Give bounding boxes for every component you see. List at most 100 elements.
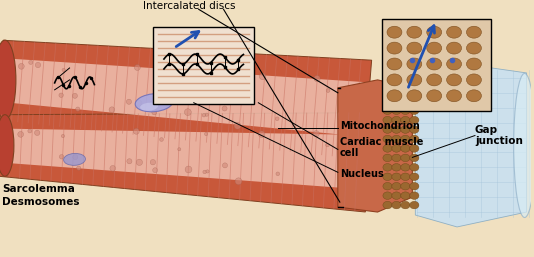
Ellipse shape [410,135,419,143]
Polygon shape [0,113,370,212]
Ellipse shape [383,154,392,162]
Ellipse shape [446,26,461,38]
Ellipse shape [467,58,481,70]
Ellipse shape [392,192,401,199]
Circle shape [136,100,142,106]
Ellipse shape [407,90,422,102]
Circle shape [205,113,208,116]
Ellipse shape [407,42,422,54]
Ellipse shape [401,126,410,133]
Ellipse shape [392,145,401,152]
Ellipse shape [383,116,392,124]
Ellipse shape [401,163,410,171]
Ellipse shape [410,97,419,105]
Circle shape [206,170,209,173]
Ellipse shape [410,192,419,199]
Circle shape [127,159,132,164]
Ellipse shape [392,154,401,162]
Circle shape [326,89,330,93]
Ellipse shape [410,116,419,124]
Text: Sarcolemma: Sarcolemma [2,184,75,194]
Ellipse shape [427,26,442,38]
Ellipse shape [387,90,402,102]
Ellipse shape [410,88,419,96]
Ellipse shape [401,88,410,96]
Circle shape [73,93,77,98]
Circle shape [35,130,40,135]
Circle shape [184,109,191,116]
Ellipse shape [401,192,410,199]
Circle shape [203,170,207,174]
Ellipse shape [140,103,158,111]
Ellipse shape [410,145,419,152]
Circle shape [18,132,23,137]
Ellipse shape [383,192,392,199]
Circle shape [134,128,139,134]
FancyBboxPatch shape [153,27,254,104]
Circle shape [62,68,65,72]
Circle shape [260,73,266,80]
Circle shape [135,65,140,70]
Text: Desmosomes: Desmosomes [2,197,80,207]
Polygon shape [0,128,369,190]
Ellipse shape [446,90,461,102]
Ellipse shape [383,88,392,96]
Ellipse shape [514,74,534,217]
Circle shape [178,88,181,91]
Ellipse shape [410,201,419,209]
Text: Intercalated discs: Intercalated discs [143,1,235,11]
Text: Cardiac muscle
cell: Cardiac muscle cell [340,137,423,158]
Circle shape [313,131,319,137]
Circle shape [223,163,227,168]
Ellipse shape [410,154,419,162]
Ellipse shape [427,42,442,54]
Ellipse shape [427,74,442,86]
Text: Gap
junction: Gap junction [475,125,523,146]
Ellipse shape [383,145,392,152]
Ellipse shape [383,135,392,143]
Circle shape [73,154,78,160]
Circle shape [185,166,192,173]
Circle shape [206,72,209,75]
Ellipse shape [387,26,402,38]
Circle shape [160,76,164,80]
Circle shape [160,137,163,141]
Circle shape [205,132,208,136]
Circle shape [59,93,64,97]
Ellipse shape [392,126,401,133]
Circle shape [222,106,227,111]
Ellipse shape [467,74,481,86]
Circle shape [109,107,115,113]
Ellipse shape [401,97,410,105]
Ellipse shape [401,135,410,143]
Circle shape [127,99,131,104]
Circle shape [76,166,81,170]
Circle shape [202,113,206,117]
Ellipse shape [387,42,402,54]
Polygon shape [0,58,370,137]
Ellipse shape [401,107,410,114]
Ellipse shape [407,74,422,86]
Circle shape [178,148,181,151]
Circle shape [235,178,242,185]
Polygon shape [0,40,372,159]
Circle shape [258,131,265,137]
Ellipse shape [401,201,410,209]
Ellipse shape [392,88,401,96]
Circle shape [110,166,115,171]
Ellipse shape [392,135,401,143]
Ellipse shape [383,107,392,114]
Ellipse shape [407,26,422,38]
Ellipse shape [392,201,401,209]
Ellipse shape [467,26,481,38]
Ellipse shape [392,173,401,180]
Ellipse shape [401,154,410,162]
Ellipse shape [410,126,419,133]
Circle shape [59,154,64,159]
Ellipse shape [387,74,402,86]
Ellipse shape [401,182,410,190]
Ellipse shape [383,173,392,180]
Ellipse shape [392,182,401,190]
Ellipse shape [383,97,392,105]
Ellipse shape [383,201,392,209]
